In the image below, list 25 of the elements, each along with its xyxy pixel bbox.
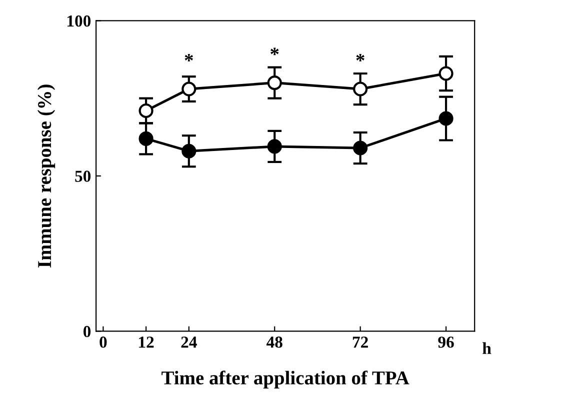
x-tick-label: 24 <box>181 336 197 348</box>
x-tick-label: 48 <box>266 336 282 348</box>
x-tick-label: 72 <box>352 336 368 348</box>
text: h <box>482 342 492 354</box>
x-tick-label: 96 <box>438 336 454 348</box>
y-tick-label: 100 <box>68 15 91 27</box>
point <box>182 144 196 158</box>
point <box>267 139 282 154</box>
point <box>353 82 368 96</box>
y-axis-title: Immune response (%) <box>37 84 56 268</box>
point <box>138 131 154 146</box>
point <box>438 66 454 81</box>
annotation: * <box>270 48 279 56</box>
annotation: * <box>184 54 193 62</box>
point <box>138 103 154 118</box>
point <box>182 82 196 96</box>
point <box>438 111 454 126</box>
x-axis-title: Time after application of TPA <box>162 370 410 388</box>
annotation: * <box>356 54 364 62</box>
x-tick-label: 12 <box>139 336 154 348</box>
y-tick-label: 0 <box>83 326 91 338</box>
point <box>353 140 368 156</box>
x-tick-label: 0 <box>100 336 107 348</box>
y-tick-label: 50 <box>75 170 91 182</box>
point <box>267 76 282 90</box>
